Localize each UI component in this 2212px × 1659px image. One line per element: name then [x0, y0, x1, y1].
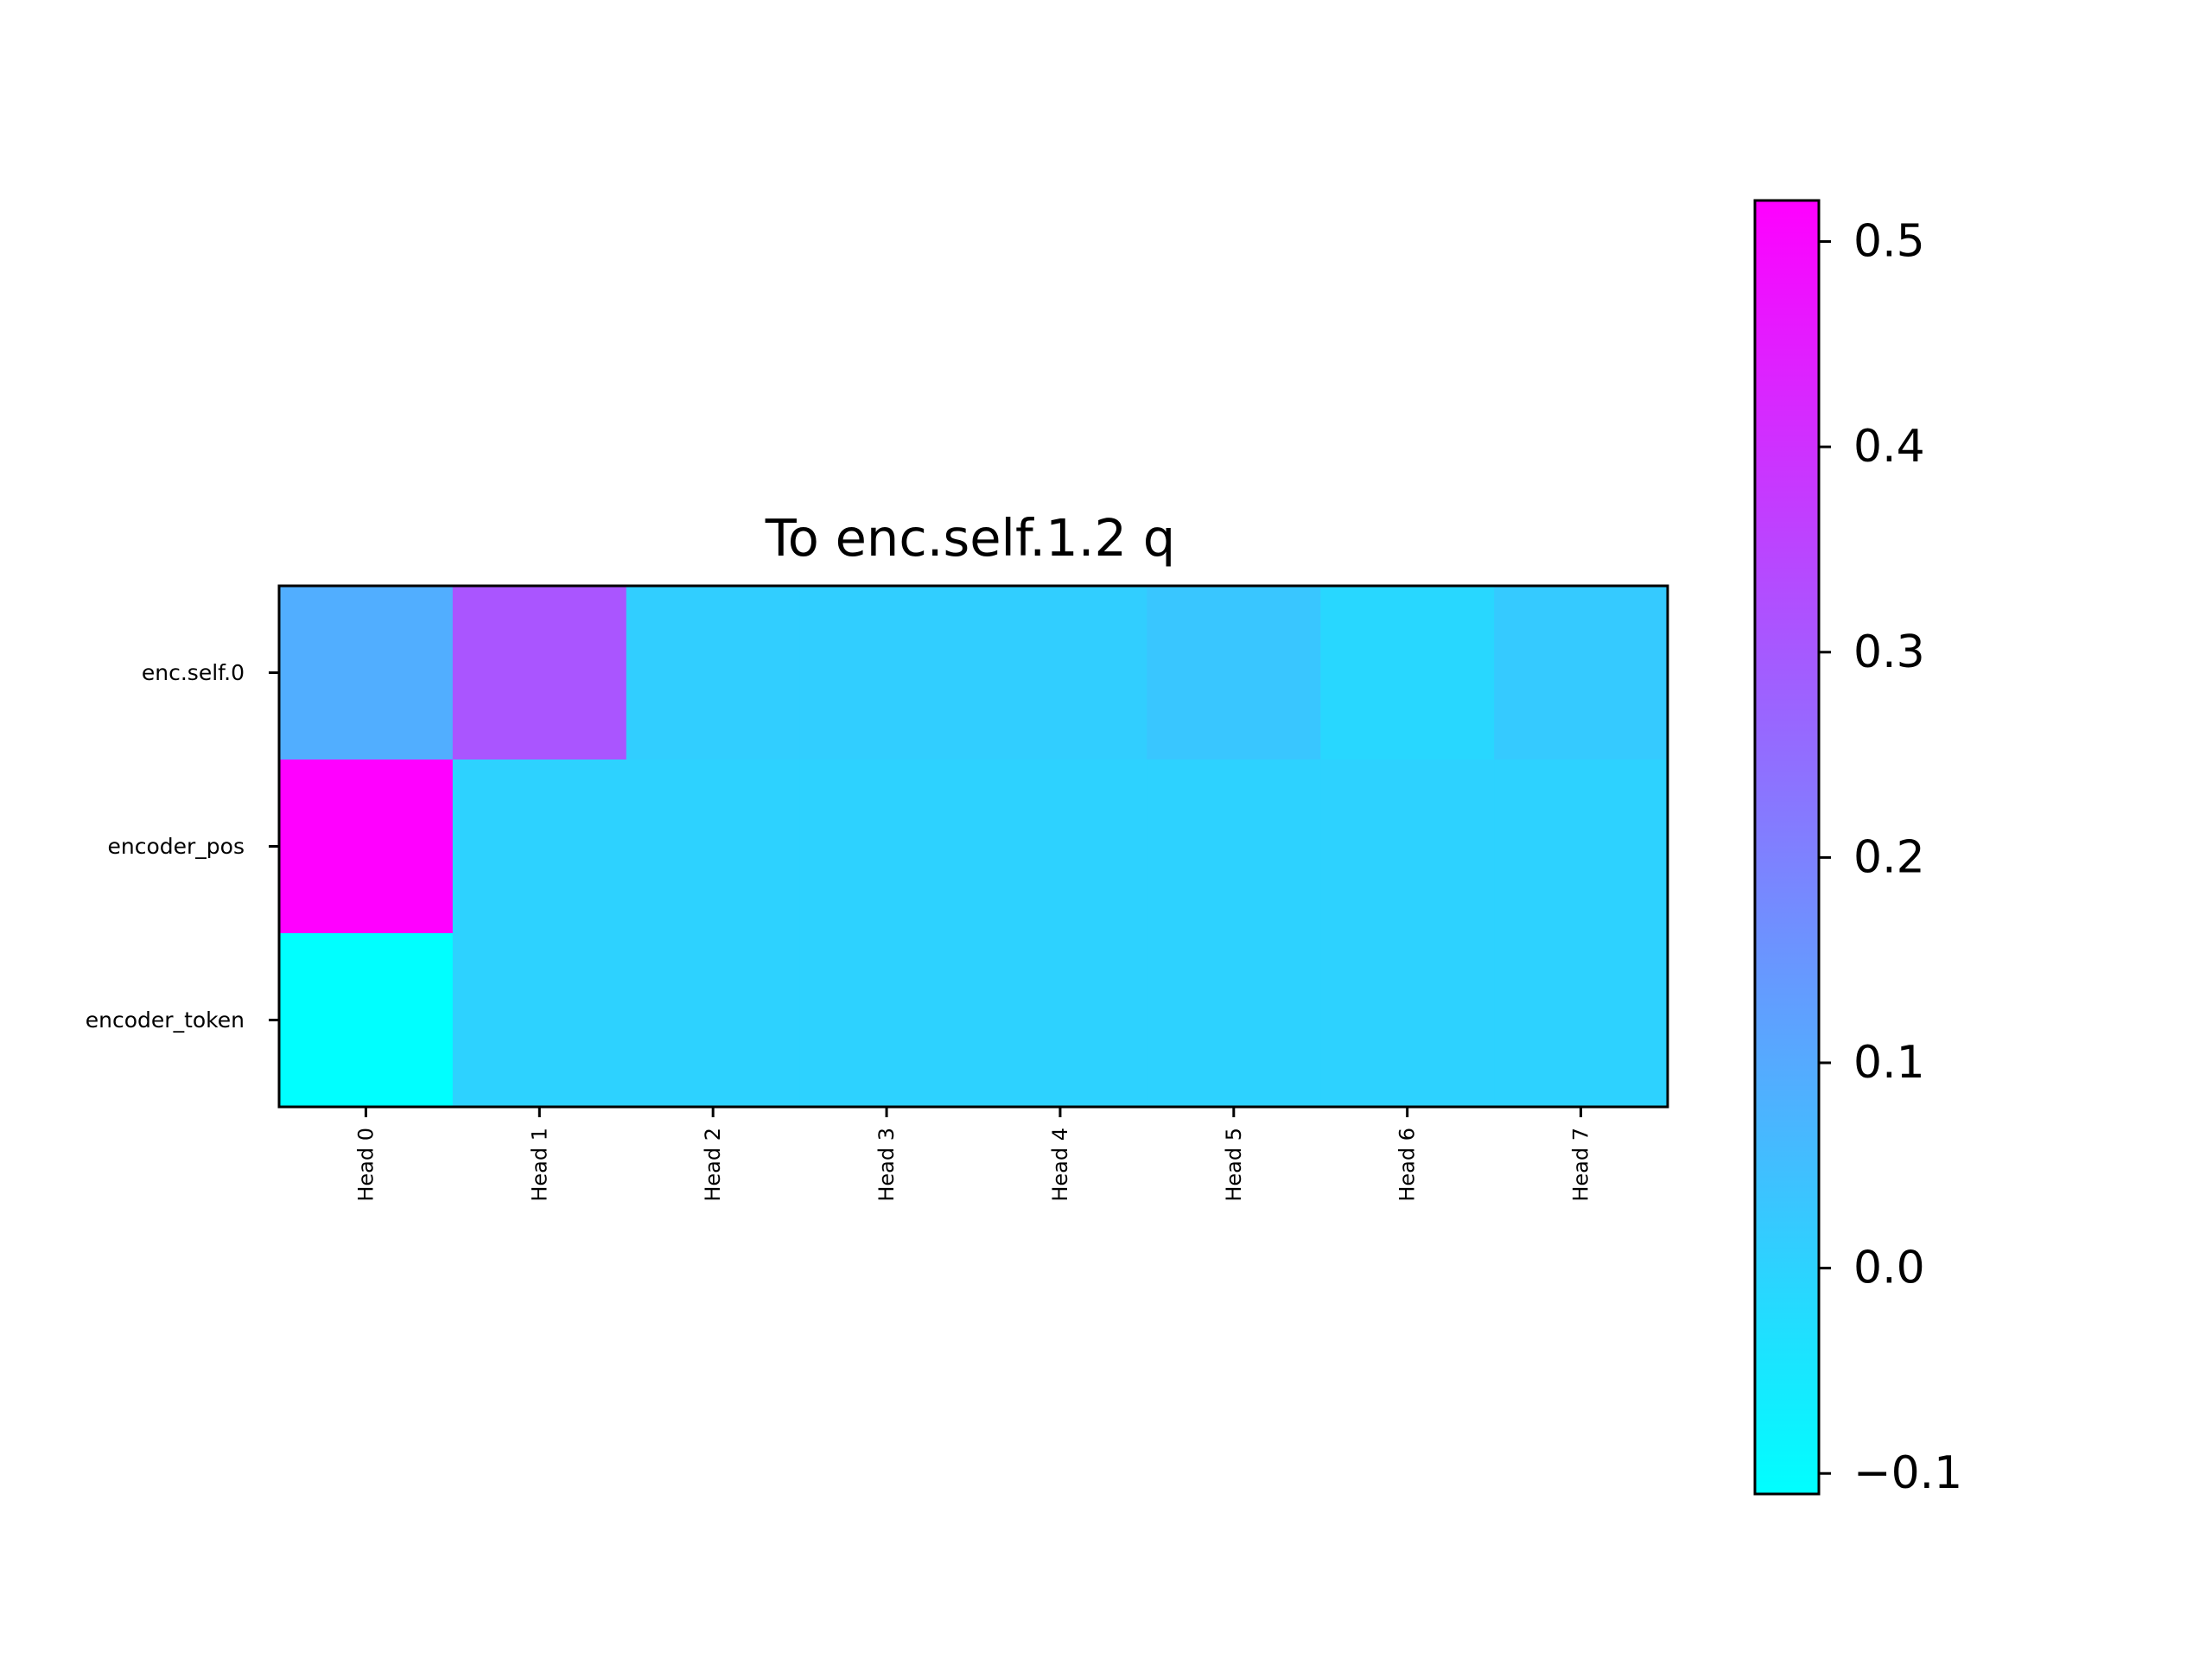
y-tick-label: encoder_pos — [108, 834, 245, 859]
colorbar-tick-label: 0.4 — [1853, 421, 1925, 473]
x-tick-label: Head 4 — [1048, 1128, 1072, 1202]
colorbar — [1753, 199, 1821, 1496]
heatmap-cell — [1494, 586, 1669, 760]
heatmap-cell — [1147, 760, 1321, 934]
y-tick-label: encoder_token — [86, 1007, 245, 1033]
heatmap-cell — [1494, 760, 1669, 934]
x-tick-label: Head 1 — [527, 1128, 551, 1202]
heatmap-cell — [1320, 760, 1495, 934]
colorbar-tick-label: 0.2 — [1853, 831, 1925, 883]
heatmap-cell — [626, 933, 801, 1108]
colorbar-tick-label: 0.3 — [1853, 626, 1925, 678]
x-axis: Head 0 Head 1 Head 2 Head 3 Head 4 Head 5 Head… — [353, 1107, 1593, 1202]
heatmap-cells — [279, 586, 1669, 1108]
x-tick-label: Head 2 — [701, 1128, 725, 1202]
x-tick-label: Head 7 — [1569, 1128, 1593, 1202]
heatmap-cell — [452, 760, 627, 934]
colorbar-tick-label: 0.5 — [1853, 216, 1925, 268]
y-tick-label: enc.self.0 — [142, 660, 245, 685]
heatmap-cell — [1320, 933, 1495, 1108]
colorbar-tick-label: 0.1 — [1853, 1037, 1925, 1089]
heatmap-cell — [799, 760, 975, 934]
heatmap-cell — [973, 586, 1147, 760]
x-tick-label: Head 0 — [353, 1128, 378, 1202]
heatmap-cell — [799, 586, 975, 760]
heatmap-cell — [279, 586, 454, 760]
heatmap-cell — [1320, 586, 1495, 760]
heatmap-cell — [973, 933, 1147, 1108]
heatmap-cell — [799, 933, 975, 1108]
heatmap-cell — [279, 933, 454, 1108]
heatmap-cell — [1494, 933, 1669, 1108]
colorbar-tick-label: 0.0 — [1853, 1243, 1925, 1294]
colorbar-tick-label: −0.1 — [1853, 1447, 1962, 1499]
chart-title: To enc.self.1.2 q — [765, 508, 1175, 568]
x-tick-label: Head 6 — [1395, 1128, 1420, 1202]
heatmap-cell — [626, 760, 801, 934]
colorbar-ticks: −0.1 0.0 0.1 0.2 0.3 0.4 0.5 — [1819, 216, 1962, 1499]
heatmap-cell — [973, 760, 1147, 934]
x-tick-label: Head 3 — [874, 1128, 899, 1202]
heatmap-cell — [626, 586, 801, 760]
heatmap-cell — [279, 760, 454, 934]
heatmap-cell — [1147, 933, 1321, 1108]
x-tick-label: Head 5 — [1222, 1128, 1246, 1202]
heatmap-cell — [452, 933, 627, 1108]
y-axis: enc.self.0 encoder_pos encoder_token — [86, 660, 279, 1033]
heatmap-cell — [452, 586, 627, 760]
heatmap-cell — [1147, 586, 1321, 760]
